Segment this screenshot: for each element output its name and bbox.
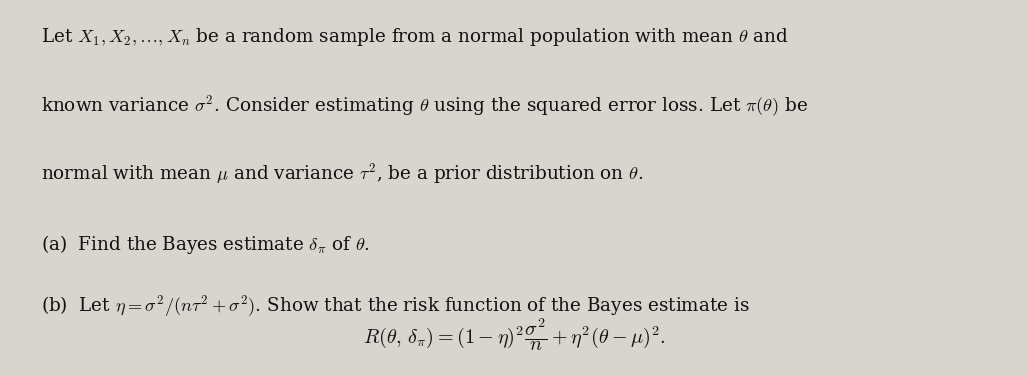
Text: (b)  Let $\eta = \sigma^2/(n\tau^2 + \sigma^2)$. Show that the risk function of : (b) Let $\eta = \sigma^2/(n\tau^2 + \sig…	[41, 293, 750, 319]
Text: Let $X_1, X_2, \ldots, X_n$ be a random sample from a normal population with mea: Let $X_1, X_2, \ldots, X_n$ be a random …	[41, 26, 788, 49]
Text: known variance $\sigma^2$. Consider estimating $\theta$ using the squared error : known variance $\sigma^2$. Consider esti…	[41, 94, 808, 119]
Text: (a)  Find the Bayes estimate $\delta_\pi$ of $\theta$.: (a) Find the Bayes estimate $\delta_\pi$…	[41, 233, 370, 256]
Text: normal with mean $\mu$ and variance $\tau^2$, be a prior distribution on $\theta: normal with mean $\mu$ and variance $\ta…	[41, 162, 644, 186]
Text: $R(\theta,\, \delta_\pi) = (1 - \eta)^2\dfrac{\sigma^2}{n} + \eta^2 (\theta - \m: $R(\theta,\, \delta_\pi) = (1 - \eta)^2\…	[363, 317, 665, 353]
